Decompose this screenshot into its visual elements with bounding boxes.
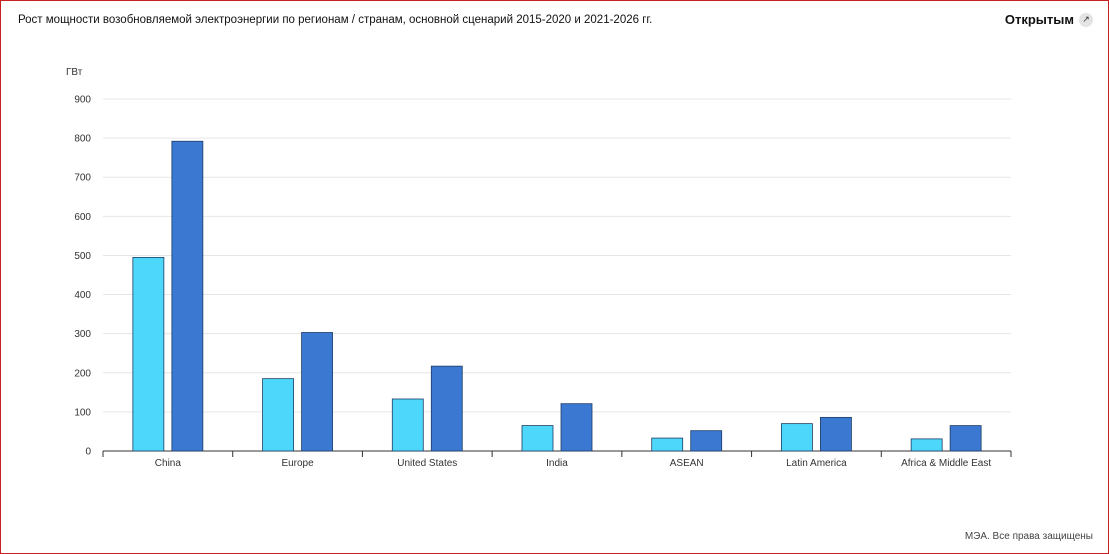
bar xyxy=(560,403,593,452)
x-tick-label: Europe xyxy=(281,458,314,469)
y-tick-label: 600 xyxy=(74,212,91,223)
y-tick-label: 700 xyxy=(74,173,91,184)
bar xyxy=(171,140,204,452)
bar xyxy=(430,365,463,452)
x-tick-label: India xyxy=(546,458,568,469)
bar xyxy=(301,332,333,452)
open-data-label: Открытым xyxy=(1004,12,1074,27)
bar xyxy=(690,430,723,452)
y-tick-label: 800 xyxy=(74,134,91,145)
copyright-note: МЭА. Все права защищены xyxy=(964,531,1093,542)
x-tick-label: China xyxy=(155,458,182,469)
chart-title: Рост мощности возобновляемой электроэнер… xyxy=(18,14,653,26)
bar xyxy=(949,425,982,452)
x-tick-label: Africa & Middle East xyxy=(901,458,991,469)
y-tick-label: 500 xyxy=(74,251,91,262)
y-axis-unit: ГВт xyxy=(66,67,83,78)
open-data-button[interactable]: Открытым ↗ xyxy=(1005,12,1093,27)
x-tick-label: Latin America xyxy=(786,458,847,469)
y-tick-label: 900 xyxy=(74,95,91,106)
bar xyxy=(262,378,294,452)
bar xyxy=(391,398,424,452)
y-tick-label: 100 xyxy=(74,407,91,418)
x-tick-label: ASEAN xyxy=(670,458,704,469)
bar xyxy=(910,438,943,452)
y-tick-label: 400 xyxy=(74,290,91,301)
bar xyxy=(132,256,165,452)
y-tick-label: 300 xyxy=(74,329,91,340)
expand-arrow-icon: ↗ xyxy=(1079,12,1093,27)
bar xyxy=(781,423,813,452)
x-tick-label: United States xyxy=(397,458,457,469)
y-tick-label: 0 xyxy=(85,447,91,458)
bar xyxy=(651,437,684,452)
y-tick-label: 200 xyxy=(74,368,91,379)
bar xyxy=(820,416,852,452)
bar xyxy=(521,425,554,452)
